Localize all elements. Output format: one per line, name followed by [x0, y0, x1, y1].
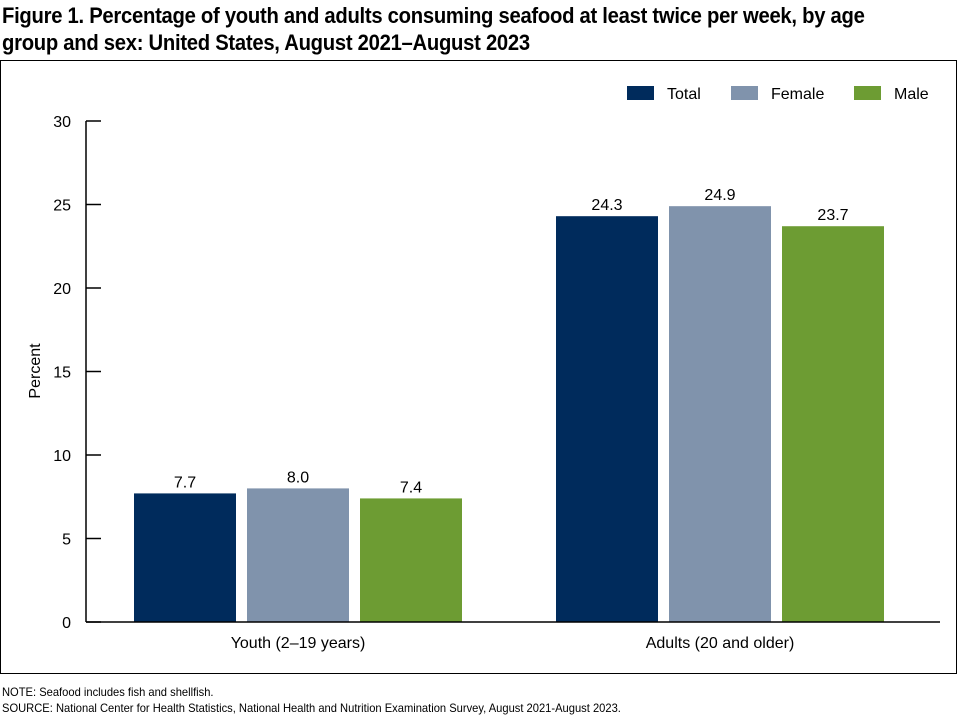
bar-male — [360, 498, 462, 622]
y-tick-label: 0 — [62, 615, 71, 632]
legend-swatch-male — [854, 86, 881, 100]
y-tick-label: 30 — [53, 114, 71, 131]
data-label: 24.3 — [591, 197, 622, 214]
data-label: 8.0 — [287, 469, 309, 486]
y-axis-label: Percent — [27, 343, 44, 399]
legend-swatch-total — [627, 86, 654, 100]
bar-female — [247, 488, 349, 622]
y-tick-label: 5 — [62, 532, 71, 549]
x-axis: Youth (2–19 years) Adults (20 and older) — [86, 621, 940, 652]
bars: 7.7 8.0 7.4 24.3 24.9 23.7 — [134, 187, 884, 623]
y-tick-label: 20 — [53, 281, 71, 298]
data-label: 7.7 — [174, 474, 196, 491]
y-tick-label: 10 — [53, 448, 71, 465]
y-axis: 0 5 10 15 20 25 30 — [53, 114, 101, 632]
y-tick-label: 25 — [53, 198, 71, 215]
legend-label-total: Total — [667, 86, 701, 103]
chart-frame — [0, 60, 957, 674]
bar-male — [782, 226, 884, 622]
data-label: 24.9 — [704, 187, 735, 204]
bar-total — [556, 216, 658, 622]
note-text: NOTE: Seafood includes fish and shellfis… — [2, 685, 214, 699]
bar-female — [669, 206, 771, 623]
footnotes: NOTE: Seafood includes fish and shellfis… — [2, 684, 621, 716]
legend-label-female: Female — [771, 86, 824, 103]
legend-swatch-female — [731, 86, 758, 100]
legend-label-male: Male — [894, 86, 929, 103]
bar-total — [134, 493, 236, 622]
x-category-label: Adults (20 and older) — [646, 635, 795, 652]
x-category-label: Youth (2–19 years) — [231, 635, 366, 652]
chart-title: Figure 1. Percentage of youth and adults… — [2, 2, 876, 56]
data-label: 7.4 — [400, 479, 422, 496]
legend: Total Female Male — [627, 86, 929, 103]
source-text: SOURCE: National Center for Health Stati… — [2, 701, 621, 715]
y-tick-label: 15 — [53, 365, 71, 382]
chart-title-line-1: Figure 1. Percentage of youth and adults… — [2, 3, 865, 28]
chart-title-line-2: group and sex: United States, August 202… — [2, 30, 530, 55]
data-label: 23.7 — [817, 207, 848, 224]
